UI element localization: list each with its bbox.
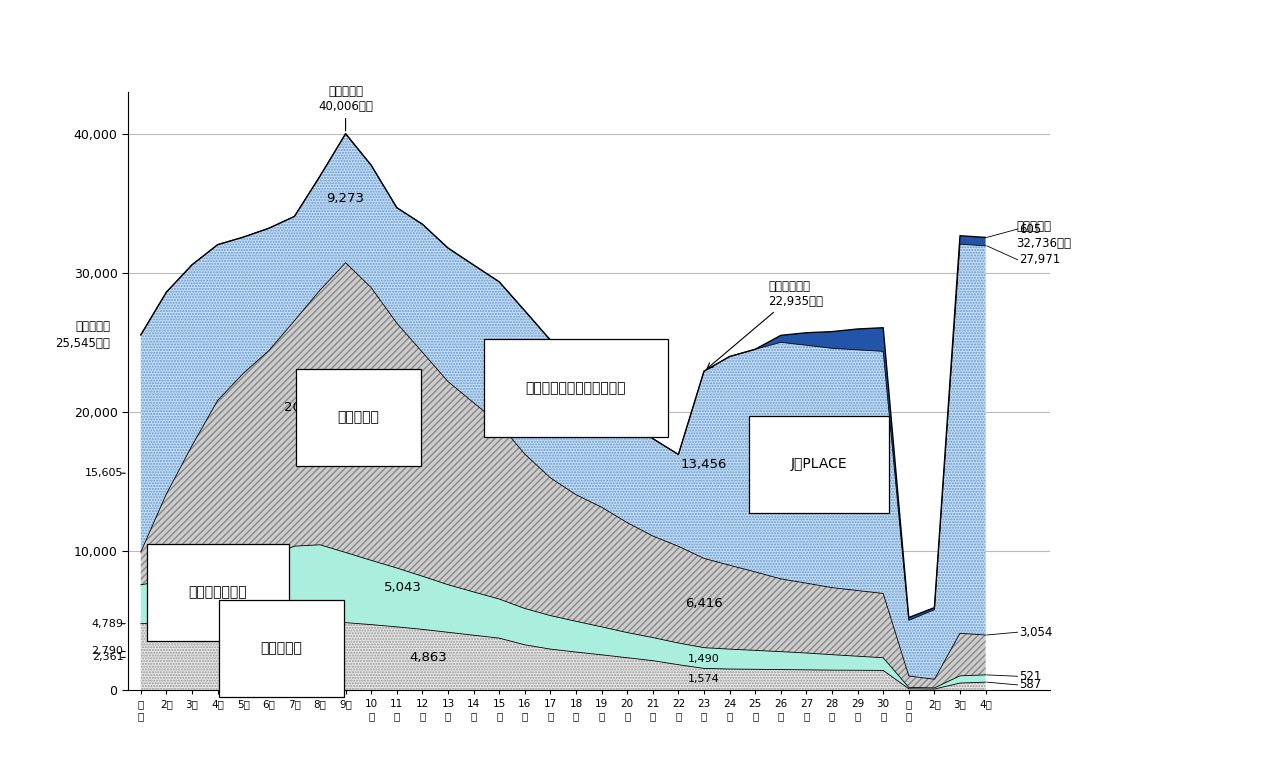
Text: 6,416: 6,416 bbox=[685, 597, 723, 610]
Text: 9,273: 9,273 bbox=[326, 192, 365, 205]
Text: 521: 521 bbox=[1019, 670, 1041, 683]
Text: 平成２３年：
22,935億円: 平成２３年： 22,935億円 bbox=[707, 280, 823, 369]
Text: 2,790: 2,790 bbox=[91, 647, 123, 657]
Text: 3,054: 3,054 bbox=[1019, 626, 1052, 639]
Text: 開催競馬場: 開催競馬場 bbox=[261, 641, 302, 656]
Text: 4,789: 4,789 bbox=[91, 619, 123, 629]
Text: 平成９年：
40,006億円: 平成９年： 40,006億円 bbox=[319, 85, 372, 131]
Text: 27,971: 27,971 bbox=[1019, 253, 1060, 266]
Text: パークウインズ: パークウインズ bbox=[188, 586, 247, 600]
Text: ウインズ等: ウインズ等 bbox=[338, 410, 379, 424]
Text: 4,863: 4,863 bbox=[410, 651, 447, 664]
Text: 605: 605 bbox=[1019, 222, 1041, 235]
Text: J－PLACE: J－PLACE bbox=[791, 457, 847, 471]
Text: 電話・インターネット投票: 電話・インターネット投票 bbox=[526, 381, 626, 395]
Text: 587: 587 bbox=[1019, 679, 1041, 691]
Text: 1,574: 1,574 bbox=[689, 674, 719, 684]
Text: 5,043: 5,043 bbox=[384, 581, 422, 594]
Text: 2,361: 2,361 bbox=[92, 653, 123, 663]
Text: 平成元年：
25,545億円: 平成元年： 25,545億円 bbox=[55, 320, 110, 350]
Text: 1,490: 1,490 bbox=[689, 654, 719, 664]
Text: 20,827: 20,827 bbox=[284, 401, 330, 414]
Text: 15,605: 15,605 bbox=[84, 468, 123, 478]
Text: 令和４年：
32,736億円: 令和４年： 32,736億円 bbox=[1016, 220, 1071, 250]
Text: 13,456: 13,456 bbox=[681, 459, 727, 471]
